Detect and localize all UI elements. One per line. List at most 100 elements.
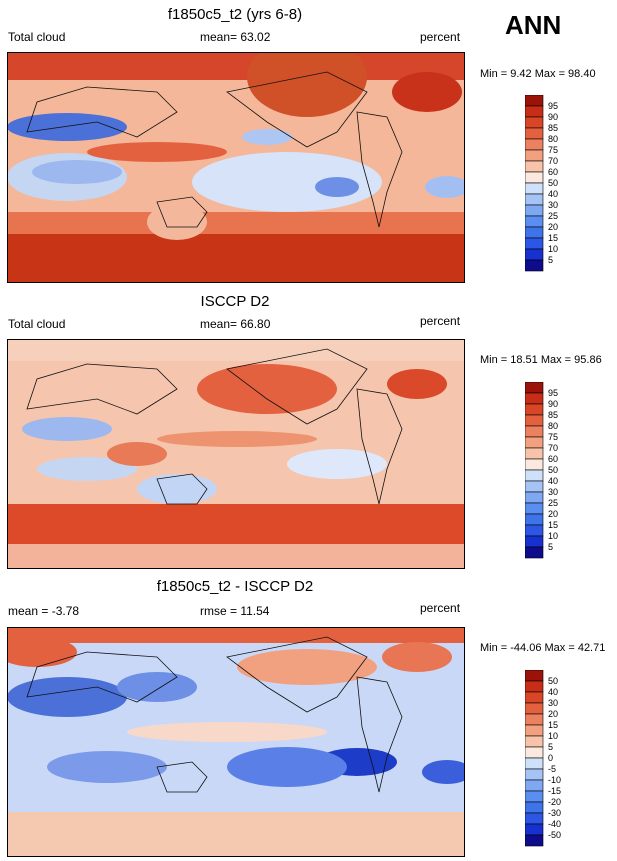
- panel1-colorbar-box: [525, 215, 544, 228]
- panel1-colorbar-label: 25: [548, 211, 558, 221]
- panel2-colorbar-label: 70: [548, 443, 558, 453]
- panel1-colorbar-label: 60: [548, 167, 558, 177]
- panel1-minmax: Min = 9.42 Max = 98.40: [480, 68, 596, 80]
- panel2-colorbar-box: [525, 524, 544, 537]
- panel2-center-label: mean= 66.80: [200, 317, 271, 331]
- panel2-colorbar-label: 40: [548, 476, 558, 486]
- panel3-colorbar-box: [525, 735, 544, 748]
- panel1-units: percent: [420, 30, 461, 44]
- panel1-colorbar-box: [525, 182, 544, 195]
- panel1-colorbar-label: 75: [548, 145, 558, 155]
- panel1-title: f1850c5_t2 (yrs 6-8): [167, 6, 303, 23]
- panel3-colorbar-label: 10: [548, 731, 558, 741]
- panel2-colorbar-label: 90: [548, 399, 558, 409]
- panel2-colorbar-label: 75: [548, 432, 558, 442]
- panel3-colorbar-label: -50: [548, 830, 561, 840]
- season-label: ANN: [505, 10, 562, 40]
- panel3-colorbar-box: [525, 801, 544, 814]
- panel3-colorbar-label: -20: [548, 797, 561, 807]
- panel2-colorbar-box: [525, 436, 544, 449]
- panel1-colorbar-label: 50: [548, 178, 558, 188]
- panel3-colorbar-label: 0: [548, 753, 553, 763]
- panel2-colorbar-box: [525, 414, 544, 427]
- panel1-colorbar-box: [525, 116, 544, 129]
- panel1-colorbar-label: 40: [548, 189, 558, 199]
- panel3-colorbar-label: -5: [548, 764, 556, 774]
- panel3-colorbar-label: -15: [548, 786, 561, 796]
- panel2-colorbar-box: [525, 502, 544, 515]
- panel1-colorbar-label: 30: [548, 200, 558, 210]
- panel2-colorbar-box: [525, 458, 544, 471]
- panel1-colorbar-label: 85: [548, 123, 558, 133]
- panel3-colorbar-label: 5: [548, 742, 553, 752]
- panel2-colorbar-label: 60: [548, 454, 558, 464]
- panel1-colorbar-label: 5: [548, 255, 553, 265]
- panel3-colorbar-label: -30: [548, 808, 561, 818]
- panel3-colorbar-box: [525, 746, 544, 759]
- panel2-colorbar-label: 30: [548, 487, 558, 497]
- panel3-colorbar-box: [525, 823, 544, 836]
- panel3-colorbar-box: [525, 724, 544, 737]
- panel2-minmax: Min = 18.51 Max = 95.86: [480, 354, 602, 366]
- panel3-units: percent: [420, 601, 461, 615]
- panel1-colorbar-label: 10: [548, 244, 558, 254]
- panel2-units: percent: [420, 314, 461, 328]
- panel1-colorbar-box: [525, 259, 544, 272]
- panel3-colorbar-label: -10: [548, 775, 561, 785]
- panel1-colorbar-box: [525, 95, 544, 107]
- panel1-colorbar-box: [525, 226, 544, 239]
- panel3-colorbar-box: [525, 812, 544, 825]
- panel3-map: [7, 627, 465, 857]
- panel2-colorbar-box: [525, 392, 544, 405]
- panel1-center-label: mean= 63.02: [200, 30, 271, 44]
- panel3-colorbar-label: 20: [548, 709, 558, 719]
- panel2-colorbar-box: [525, 535, 544, 548]
- panel3-colorbar-label: 30: [548, 698, 558, 708]
- panel1-colorbar-label: 90: [548, 112, 558, 122]
- panel3-colorbar-box: [525, 680, 544, 693]
- panel2-colorbar-box: [525, 513, 544, 526]
- panel2-colorbar-label: 10: [548, 531, 558, 541]
- panel2-colorbar-box: [525, 403, 544, 416]
- panel1-colorbar-label: 95: [548, 101, 558, 111]
- panel3-colorbar-label: 15: [548, 720, 558, 730]
- panel1-colorbar-box: [525, 160, 544, 173]
- panel3-colorbar-box: [525, 713, 544, 726]
- panel3-colorbar-box: [525, 768, 544, 781]
- panel2-colorbar-label: 80: [548, 421, 558, 431]
- panel2-colorbar-label: 5: [548, 542, 553, 552]
- panel1-colorbar-box: [525, 237, 544, 250]
- panel3-colorbar-box: [525, 779, 544, 792]
- panel1-colorbar-box: [525, 127, 544, 140]
- panel3-colorbar-box: [525, 702, 544, 715]
- panel2-colorbar-label: 85: [548, 410, 558, 420]
- panel2-colorbar-box: [525, 480, 544, 493]
- panel2-colorbar-box: [525, 546, 544, 559]
- panel3-colorbar-box: [525, 834, 544, 847]
- panel3-center-label: rmse = 11.54: [200, 604, 270, 618]
- panel3-colorbar-box: [525, 670, 544, 682]
- panel3-colorbar-box: [525, 757, 544, 770]
- panel1-colorbar-box: [525, 105, 544, 118]
- panel1-colorbar-box: [525, 171, 544, 184]
- panel2-colorbar-box: [525, 469, 544, 482]
- panel3-colorbar-box: [525, 790, 544, 803]
- panel2-colorbar-box: [525, 491, 544, 504]
- panel1-colorbar-box: [525, 149, 544, 162]
- panel2-colorbar-box: [525, 447, 544, 460]
- panel2-map: [7, 339, 465, 569]
- panel2-colorbar-label: 95: [548, 388, 558, 398]
- panel2-title: ISCCP D2: [200, 293, 270, 310]
- panel3-minmax: Min = -44.06 Max = 42.71: [480, 642, 606, 654]
- panel2-colorbar-label: 20: [548, 509, 558, 519]
- panel2-colorbar-label: 50: [548, 465, 558, 475]
- panel1-map: [7, 52, 465, 283]
- panel2-colorbar-label: 15: [548, 520, 558, 530]
- panel1-left-label: Total cloud: [8, 30, 66, 44]
- panel2-colorbar-box: [525, 382, 544, 394]
- panel1-colorbar-label: 15: [548, 233, 558, 243]
- panel1-colorbar-box: [525, 138, 544, 151]
